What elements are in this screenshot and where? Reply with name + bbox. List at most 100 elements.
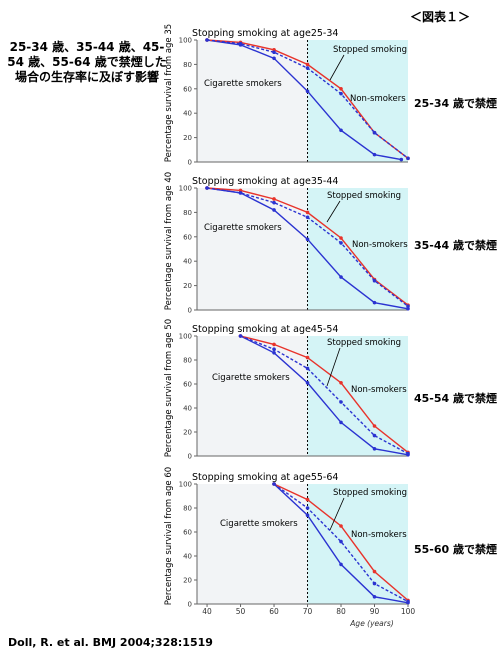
y-tick-label: 60 (183, 381, 192, 389)
y-tick-label: 80 (183, 505, 192, 513)
y-tick-label: 20 (183, 429, 192, 437)
y-tick-label: 100 (179, 37, 192, 45)
after-quit-region (307, 336, 408, 456)
x-tick-label: 100 (401, 607, 416, 616)
data-point-stopped-smoking (339, 241, 343, 245)
data-point-non-smokers (372, 424, 377, 428)
cigarette-smokers-label: Cigarette smokers (204, 79, 282, 89)
data-point-stopped-smoking (205, 38, 209, 42)
y-tick-label: 0 (188, 453, 192, 461)
x-axis-label: Age (years) (349, 619, 393, 628)
y-axis-label: Percentage survival from age 40 (164, 172, 174, 310)
data-point-stopped-smoking (205, 186, 209, 190)
y-tick-label: 40 (183, 553, 192, 561)
chart-title: Stopping smoking at age45-54 (192, 324, 338, 335)
side-label-25-34: 25-34 歳で禁煙 (414, 97, 498, 110)
y-tick-label: 0 (188, 159, 192, 167)
data-point-cigarette-smokers (272, 351, 276, 355)
data-point-cigarette-smokers (305, 89, 310, 94)
data-point-non-smokers (372, 569, 377, 574)
data-point-non-smokers (339, 381, 343, 385)
before-quit-region (197, 484, 308, 604)
non-smokers-label: Non-smokers (351, 385, 407, 395)
non-smokers-label: Non-smokers (350, 94, 406, 104)
x-tick-label: 80 (336, 607, 346, 616)
data-point-non-smokers (339, 87, 343, 91)
y-tick-label: 20 (183, 577, 192, 585)
before-quit-region (197, 40, 308, 162)
y-axis-label: Percentage survival from age 35 (164, 24, 174, 162)
data-point-stopped-smoking (305, 215, 310, 220)
data-point-non-smokers (305, 210, 310, 215)
data-point-stopped-smoking (305, 506, 310, 510)
x-tick-label: 50 (236, 607, 246, 616)
stopped-smoking-label: Stopped smoking (327, 338, 401, 348)
data-point-cigarette-smokers (372, 300, 377, 305)
data-point-stopped-smoking (406, 304, 410, 309)
data-point-non-smokers (272, 197, 276, 201)
non-smokers-label: Non-smokers (352, 240, 408, 250)
y-tick-label: 20 (183, 282, 192, 290)
data-point-non-smokers (272, 342, 276, 347)
y-tick-label: 20 (183, 134, 192, 142)
data-point-non-smokers (305, 355, 310, 360)
figure-label: ＜図表１＞ (410, 10, 471, 24)
y-tick-label: 60 (183, 529, 192, 537)
data-point-non-smokers (305, 62, 310, 67)
data-point-stopped-smoking (305, 366, 310, 371)
side-label-45-54: 45-54 歳で禁煙 (414, 392, 498, 405)
data-point-stopped-smoking (372, 581, 377, 586)
data-point-stopped-smoking (372, 278, 377, 283)
data-point-non-smokers (339, 236, 343, 240)
series-line-cigarette-smokers (240, 335, 409, 456)
data-point-cigarette-smokers (305, 237, 310, 242)
cigarette-smokers-label: Cigarette smokers (204, 223, 282, 233)
data-point-cigarette-smokers (272, 56, 276, 61)
y-tick-label: 60 (183, 233, 192, 241)
data-point-cigarette-smokers (339, 275, 343, 279)
data-point-non-smokers (339, 524, 343, 528)
data-point-cigarette-smokers (339, 562, 343, 567)
x-tick-label: 90 (370, 607, 380, 616)
data-point-stopped-smoking (305, 66, 310, 70)
cigarette-smokers-label: Cigarette smokers (212, 373, 290, 383)
data-point-cigarette-smokers (272, 208, 276, 212)
y-tick-label: 60 (183, 85, 192, 93)
data-point-stopped-smoking (406, 451, 410, 456)
series-line-non-smokers (240, 335, 409, 453)
citation: Doll, R. et al. BMJ 2004;328:1519 (8, 636, 213, 649)
data-point-stopped-smoking (372, 130, 377, 135)
data-point-stopped-smoking (272, 482, 276, 486)
data-point-stopped-smoking (238, 191, 243, 195)
series-line-stopped-smoking (273, 483, 409, 603)
main-title: 25-34 歳、35-44 歳、45-54 歳、55-64 歳で禁煙した場合の生… (7, 40, 167, 84)
stopped-smoking-label: Stopped smoking (327, 191, 401, 201)
data-point-stopped-smoking (406, 599, 410, 604)
cigarette-smokers-label: Cigarette smokers (220, 519, 298, 529)
data-point-stopped-smoking (272, 50, 276, 54)
data-point-cigarette-smokers (339, 128, 343, 133)
annotation-pointer (329, 54, 345, 81)
side-label-35-44: 35-44 歳で禁煙 (414, 239, 498, 252)
y-axis-label: Percentage survival from age 50 (164, 319, 174, 457)
after-quit-region (307, 484, 408, 604)
annotation-pointer (329, 497, 345, 531)
y-tick-label: 100 (179, 185, 192, 193)
data-point-stopped-smoking (339, 539, 343, 544)
x-tick-label: 40 (202, 607, 212, 616)
data-point-stopped-smoking (272, 200, 276, 205)
before-quit-region (197, 336, 308, 456)
data-point-cigarette-smokers (372, 447, 377, 451)
y-tick-label: 80 (183, 61, 192, 69)
data-point-cigarette-smokers (339, 420, 343, 425)
y-tick-label: 0 (188, 601, 192, 609)
y-tick-label: 80 (183, 209, 192, 217)
data-point-stopped-smoking (339, 91, 343, 96)
data-point-cigarette-smokers (399, 157, 404, 162)
data-point-cigarette-smokers (305, 381, 310, 385)
